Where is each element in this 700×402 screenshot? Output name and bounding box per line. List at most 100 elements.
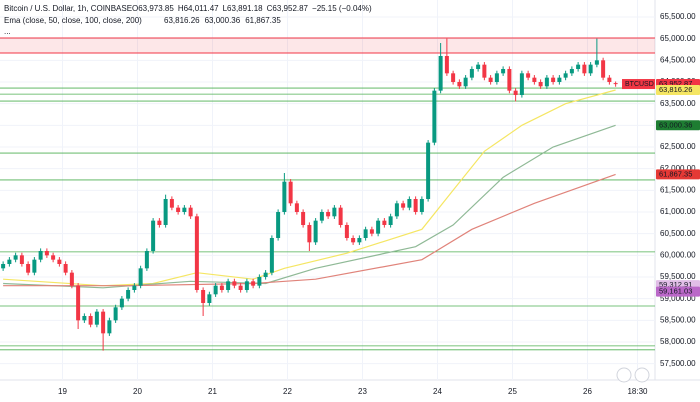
ohlc-value: H64,011.47 bbox=[178, 4, 219, 13]
candle-body bbox=[569, 68, 574, 74]
candle-body bbox=[69, 272, 74, 286]
candle-body bbox=[613, 83, 618, 85]
candle-body bbox=[582, 64, 587, 74]
candle-body bbox=[313, 220, 318, 243]
candle-body bbox=[469, 68, 474, 78]
more: ... bbox=[4, 27, 11, 36]
candle-body bbox=[476, 64, 481, 69]
candle-body bbox=[113, 307, 118, 321]
candle-body bbox=[294, 203, 299, 212]
ema-value: 61,867.35 bbox=[245, 16, 281, 25]
symbol-tag-bg bbox=[622, 79, 655, 90]
candle-body bbox=[463, 77, 468, 87]
y-tick-label: 61,500.00 bbox=[660, 185, 696, 194]
candle-body bbox=[444, 55, 449, 74]
price-tag: 63,000.36 bbox=[659, 120, 692, 129]
price-tag: 63,952.87 bbox=[659, 79, 692, 88]
settings-icon[interactable] bbox=[634, 367, 650, 383]
y-tick-label: 62,000.00 bbox=[660, 164, 696, 173]
candle-body bbox=[394, 203, 399, 217]
candle-body bbox=[563, 73, 568, 78]
candle-body bbox=[557, 77, 562, 82]
candle-body bbox=[532, 77, 537, 82]
candle-body bbox=[232, 281, 237, 286]
candle-body bbox=[301, 211, 306, 225]
candle-body bbox=[344, 224, 349, 238]
y-tick-label: 65,500.00 bbox=[660, 12, 696, 21]
candle-body bbox=[351, 237, 356, 243]
candle-body bbox=[338, 207, 343, 225]
lightning-icon[interactable] bbox=[616, 367, 632, 383]
ema-value: 63,000.36 bbox=[205, 16, 241, 25]
ohlc: O63,973.85 H64,011.47 L63,891.18 C63,952.87… bbox=[132, 4, 372, 13]
candle-body bbox=[201, 289, 206, 303]
y-tick-label: 58,000.00 bbox=[660, 337, 696, 346]
y-tick-label: 63,500.00 bbox=[660, 99, 696, 108]
ema-value: 63,816.26 bbox=[164, 16, 200, 25]
candle-body bbox=[244, 281, 249, 290]
candle-body bbox=[432, 90, 437, 143]
candle-body bbox=[519, 73, 524, 95]
candle-body bbox=[388, 216, 393, 225]
x-tick-label: 18:30 bbox=[627, 387, 648, 396]
candle-body bbox=[451, 73, 456, 82]
candle-body bbox=[32, 259, 37, 273]
candle-body bbox=[457, 81, 462, 87]
candle-body bbox=[419, 198, 424, 212]
price-tag: 63,816.26 bbox=[659, 85, 692, 94]
candle-body bbox=[213, 285, 218, 295]
y-tick-label: 65,000.00 bbox=[660, 34, 696, 43]
ema-line bbox=[3, 173, 616, 287]
candle-body bbox=[51, 255, 56, 260]
candle-body bbox=[169, 198, 174, 208]
candle-body bbox=[238, 285, 243, 290]
candle-body bbox=[76, 285, 81, 321]
y-tick-label: 61,000.00 bbox=[660, 207, 696, 216]
candle-body bbox=[257, 276, 262, 286]
y-tick-label: 59,000.00 bbox=[660, 294, 696, 303]
x-tick-label: 25 bbox=[508, 387, 517, 396]
candle-body bbox=[426, 142, 431, 199]
y-tick-label: 59,500.00 bbox=[660, 272, 696, 281]
y-tick-label: 60,000.00 bbox=[660, 250, 696, 259]
y-tick-label: 58,500.00 bbox=[660, 315, 696, 324]
candle-body bbox=[38, 250, 43, 260]
x-tick-label: 26 bbox=[583, 387, 592, 396]
x-tick-label: 19 bbox=[58, 387, 67, 396]
candle-body bbox=[507, 68, 512, 91]
candle-body bbox=[513, 90, 518, 95]
candle-body bbox=[576, 64, 581, 69]
candle-body bbox=[332, 207, 337, 217]
ohlc-value: −25.15 (−0.04%) bbox=[312, 4, 372, 13]
candle-body bbox=[601, 60, 606, 78]
price-tag: 59,161.03 bbox=[659, 287, 692, 296]
candle-body bbox=[376, 220, 381, 234]
price-tag-bg bbox=[656, 120, 700, 131]
ohlc-value: O63,973.85 bbox=[132, 4, 174, 13]
candle-body bbox=[357, 237, 362, 243]
candle-body bbox=[119, 298, 124, 308]
candle-body bbox=[151, 220, 156, 251]
candle-body bbox=[276, 211, 281, 238]
candle-body bbox=[188, 207, 193, 217]
candle-body bbox=[57, 259, 62, 264]
candle-body bbox=[44, 250, 49, 256]
x-tick-label: 23 bbox=[358, 387, 367, 396]
candle-body bbox=[607, 77, 612, 82]
candle-body bbox=[588, 64, 593, 74]
candle-body bbox=[307, 224, 312, 243]
candle-body bbox=[551, 77, 556, 82]
candle-body bbox=[594, 60, 599, 65]
y-tick-label: 57,500.00 bbox=[660, 359, 696, 368]
candle-body bbox=[207, 294, 212, 303]
candle-body bbox=[176, 207, 181, 212]
price-tag: 59,312.91 bbox=[659, 280, 692, 289]
ema-legend: Ema (close, 50, close, 100, close, 200) bbox=[4, 16, 142, 25]
candle-body bbox=[226, 281, 231, 290]
candle-body bbox=[82, 315, 87, 321]
y-tick-label: 60,500.00 bbox=[660, 229, 696, 238]
price-tag-bg bbox=[656, 169, 700, 180]
candle-body bbox=[482, 64, 487, 78]
candle-body bbox=[363, 229, 368, 238]
ema-line bbox=[3, 124, 616, 289]
